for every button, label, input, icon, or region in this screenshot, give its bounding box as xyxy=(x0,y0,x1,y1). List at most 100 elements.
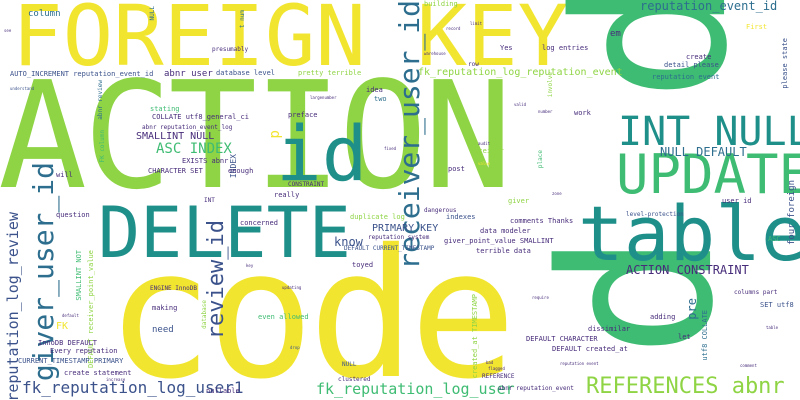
word-null: NULL xyxy=(342,361,357,368)
word-duplicate-log: duplicate log xyxy=(350,213,405,221)
word-presumably: presumably xyxy=(212,46,249,53)
word-character-set: CHARACTER SET xyxy=(148,167,203,175)
word-drop: drop xyxy=(290,345,300,350)
word-limit: limit xyxy=(470,21,483,26)
word-four-foreign: four foreign xyxy=(787,180,797,246)
word-require: require xyxy=(532,295,549,300)
word-p-top: p xyxy=(559,0,800,103)
word-first: First xyxy=(746,23,768,31)
word-indexes: indexes xyxy=(446,213,476,221)
word-created-at-ts: created_at TIMESTAMP xyxy=(471,294,479,379)
word-adding: adding xyxy=(650,313,676,321)
word-code: code xyxy=(106,211,517,400)
word-fk-user: fk_reputation_log_user xyxy=(316,380,515,398)
word-reputation-event-tiny: reputation event xyxy=(560,361,599,366)
word-stating: stating xyxy=(150,105,180,113)
word-constraint: CONSTRAINT xyxy=(288,181,325,188)
word-foreign-key: FOREIGN KEY xyxy=(12,0,569,85)
word-let: let xyxy=(678,333,691,341)
word-key: key xyxy=(246,263,254,268)
word-null-v: NULL xyxy=(149,6,156,21)
word-data-modeler: data modeler xyxy=(480,227,531,235)
word-giver: giver xyxy=(508,197,530,205)
word-question: question xyxy=(56,211,90,219)
word-detail-please: detail please xyxy=(664,61,719,69)
word-columns-part: columns part xyxy=(734,289,778,296)
word-utf8-collate: utf8 COLLATE xyxy=(701,310,709,361)
word-terrible-data: terrible data xyxy=(476,247,531,255)
word-id: id xyxy=(276,109,368,198)
word-toyed: toyed xyxy=(352,261,374,269)
word-update: UPDATE xyxy=(616,143,800,206)
word-zone: zone xyxy=(552,191,562,196)
word-action: ACTION xyxy=(0,50,513,222)
word-building: building xyxy=(424,0,458,8)
word-making: making xyxy=(152,304,178,312)
word-abnr-reputation-event: abnr reputation_event xyxy=(498,385,574,392)
word-really: really xyxy=(274,191,300,199)
word-abnr-review: abnr review xyxy=(97,80,104,120)
word-set-utf8: SET utf8 xyxy=(760,301,794,309)
word-table-tiny: table xyxy=(766,325,779,330)
word-default-tiny: default xyxy=(62,313,79,318)
word-every-reputation: Every reputation xyxy=(50,347,118,355)
word-column: column xyxy=(28,9,61,19)
word-place: place xyxy=(537,150,544,169)
word-primary-key: PRIMARY KEY xyxy=(372,223,439,234)
word-review-id: review_id xyxy=(204,220,229,340)
word-two: two xyxy=(374,95,387,103)
word-fk-review: fk_reputation_log_review xyxy=(4,212,22,400)
word-flagged: flagged xyxy=(488,366,505,371)
word-largenumber: largenumber xyxy=(310,95,337,100)
word-em: em xyxy=(610,29,621,39)
word-abnr-user: abnr user xyxy=(164,69,213,79)
word-fk-reputation-event: fk_reputation_log_reputation_event xyxy=(418,67,623,78)
word-pre: pre xyxy=(685,298,699,320)
word-record: record xyxy=(446,26,461,31)
word-fk-left: FK xyxy=(56,321,69,332)
word-reference: REFERENCE xyxy=(482,373,515,380)
word-int: INT xyxy=(204,197,215,204)
word-int-null: INT NULL xyxy=(618,109,800,155)
word-fk-column: FK column xyxy=(99,130,106,163)
word-audit: audit xyxy=(478,141,491,146)
word-delete: DELETE xyxy=(98,192,351,274)
word-fk-user1: fk_reputation_log_user1 xyxy=(22,378,244,397)
word-abnr-rep-event-log: abnr reputation_event_log xyxy=(142,124,233,131)
word-valid: valid xyxy=(514,102,527,107)
word-create-statement: create statement xyxy=(64,369,132,377)
word-auto-increment: AUTO_INCREMENT reputation_event_id xyxy=(10,70,154,78)
word-default-character: DEFAULT CHARACTER xyxy=(526,335,598,343)
word-value: value xyxy=(478,161,491,166)
word-exists-abnr: EXISTS abnr xyxy=(182,157,229,165)
word-reputation-event: reputation event xyxy=(652,73,720,81)
word-collate-utf8: COLLATE utf8_general_ci xyxy=(152,113,249,121)
word-nullable: nullable xyxy=(206,387,240,395)
word-comments-thanks: comments Thanks xyxy=(510,217,574,225)
word-create: create xyxy=(686,53,712,61)
word-please-state: please state xyxy=(781,38,789,89)
word-engine-innodb: ENGINE InnoDB xyxy=(150,285,197,292)
word-see: see xyxy=(4,28,12,33)
word-action-constraint: ACTION CONSTRAINT xyxy=(626,263,749,277)
word-work: work xyxy=(574,109,591,117)
word-know: know xyxy=(334,235,363,249)
word-null-default: NULL DEFAULT xyxy=(660,145,747,159)
word-enough: enough xyxy=(228,167,254,175)
word-asc: ASC xyxy=(768,235,781,243)
word-understand: understand xyxy=(10,86,35,91)
word-warehouse: warehouse xyxy=(424,51,446,56)
word-default-current-ts: DEFAULT CURRENT_TIMESTAMP xyxy=(344,245,435,252)
word-level-protection: level-protection xyxy=(626,211,684,218)
word-asc-index: ASC INDEX xyxy=(156,141,232,157)
word-smallint-not: SMALLINT NOT xyxy=(75,250,83,301)
word-reputation-event-id: reputation_event_id xyxy=(640,0,778,13)
word-innodb-default: InnoDB DEFAULT xyxy=(38,339,98,347)
word-user-id: user id xyxy=(722,197,752,205)
word-current-ts-primary: CURRENT_TIMESTAMP PRIMARY xyxy=(18,357,124,365)
word-comment: comment xyxy=(740,363,757,368)
word-smallint-null: SMALLINT NULL xyxy=(136,131,215,142)
word-even-allowed: even allowed xyxy=(258,313,309,321)
word-p-small: p xyxy=(267,130,283,139)
